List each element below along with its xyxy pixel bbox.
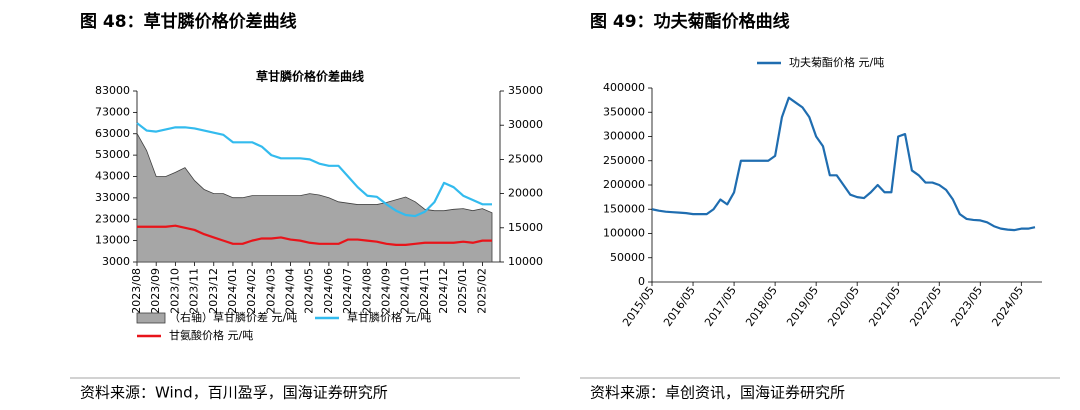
y-tick-label: 23000 <box>95 212 130 225</box>
y-tick-label: 100000 <box>603 227 645 240</box>
x-tick-label: 2023/11 <box>188 268 201 314</box>
x-tick-label: 2024/03 <box>264 268 277 314</box>
area <box>136 131 493 263</box>
x-tick-label: 2024/11 <box>418 268 431 314</box>
y-tick-label: 0 <box>638 275 645 288</box>
y2-tick-label: 15000 <box>508 221 543 234</box>
x-tick-label: 2025/01 <box>456 268 469 314</box>
y-tick-label: 3000 <box>102 255 130 268</box>
y-tick-label: 250000 <box>603 154 645 167</box>
line <box>651 96 1036 232</box>
y-tick-label: 350000 <box>603 105 645 118</box>
y-tick-label: 63000 <box>95 127 130 140</box>
legend-label: 草甘膦价格 元/吨 <box>347 310 431 324</box>
x-tick-label: 2023/08 <box>130 268 143 314</box>
x-tick-label: 2023/12 <box>207 268 220 314</box>
x-tick-label: 2024/07 <box>341 268 354 314</box>
legend-swatch <box>136 312 166 324</box>
x-tick-label: 2023/09 <box>149 268 162 314</box>
y-tick-label: 400000 <box>603 81 645 94</box>
x-tick-label: 2024/06 <box>322 268 335 314</box>
legend-label: 功夫菊酯价格 元/吨 <box>789 55 884 69</box>
x-tick-label: 2020/05 <box>825 284 862 329</box>
x-tick-label: 2024/05 <box>989 284 1026 329</box>
y2-tick-label: 20000 <box>508 187 543 200</box>
y2-tick-label: 10000 <box>508 255 543 268</box>
chart-title: 草甘膦价格价差曲线 <box>256 69 364 84</box>
y-tick-label: 53000 <box>95 148 130 161</box>
y2-tick-label: 30000 <box>508 118 543 131</box>
y-tick-label: 43000 <box>95 170 130 183</box>
x-tick-label: 2024/09 <box>379 268 392 314</box>
line <box>136 122 492 218</box>
line <box>137 224 492 246</box>
x-tick-label: 2017/05 <box>702 284 739 329</box>
figure-caption: 图 49：功夫菊酯价格曲线 <box>590 11 790 32</box>
x-tick-label: 2015/05 <box>620 284 657 329</box>
figure-caption: 图 48：草甘膦价格价差曲线 <box>80 11 297 32</box>
y-tick-label: 33000 <box>95 191 130 204</box>
y-tick-label: 200000 <box>603 178 645 191</box>
legend-label: 甘氨酸价格 元/吨 <box>169 328 253 342</box>
source-note: 资料来源：卓创资讯，国海证券研究所 <box>590 384 845 402</box>
x-tick-label: 2016/05 <box>661 284 698 329</box>
y-tick-label: 300000 <box>603 130 645 143</box>
y2-tick-label: 25000 <box>508 152 543 165</box>
x-tick-label: 2024/05 <box>303 268 316 314</box>
x-tick-label: 2023/05 <box>948 284 985 329</box>
x-tick-label: 2021/05 <box>866 284 903 329</box>
x-tick-label: 2024/10 <box>399 268 412 314</box>
x-tick-label: 2018/05 <box>743 284 780 329</box>
y-tick-label: 50000 <box>610 251 645 264</box>
x-tick-label: 2024/08 <box>360 268 373 314</box>
source-note: 资料来源：Wind，百川盈孚，国海证券研究所 <box>80 384 388 402</box>
x-tick-label: 2024/12 <box>437 268 450 314</box>
x-tick-label: 2023/10 <box>168 268 181 314</box>
x-tick-label: 2022/05 <box>907 284 944 329</box>
y-tick-label: 83000 <box>95 84 130 97</box>
x-tick-label: 2024/02 <box>245 268 258 314</box>
y-tick-label: 73000 <box>95 105 130 118</box>
x-tick-label: 2024/01 <box>226 268 239 314</box>
y-tick-label: 150000 <box>603 202 645 215</box>
x-tick-label: 2024/04 <box>284 268 297 314</box>
y2-tick-label: 35000 <box>508 84 543 97</box>
x-tick-label: 2025/02 <box>475 268 488 314</box>
y-tick-label: 13000 <box>95 234 130 247</box>
x-tick-label: 2019/05 <box>784 284 821 329</box>
legend-label: （右轴）草甘膦价差 元/吨 <box>169 310 297 324</box>
